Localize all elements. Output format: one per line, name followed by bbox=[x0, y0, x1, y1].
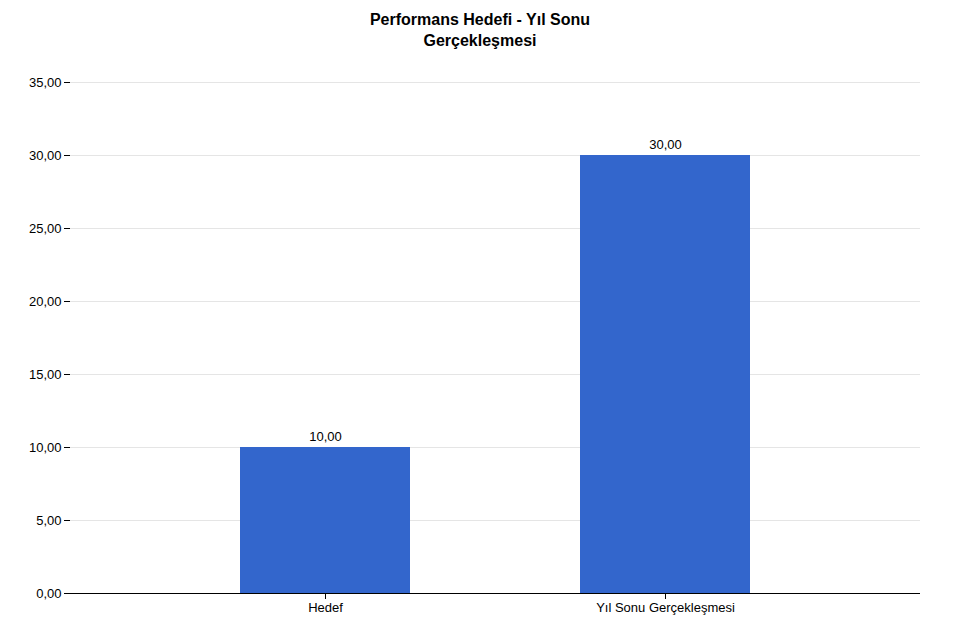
svg-text:20,00: 20,00 bbox=[29, 293, 62, 308]
svg-text:25,00: 25,00 bbox=[29, 220, 62, 235]
svg-text:5,00: 5,00 bbox=[36, 512, 61, 527]
svg-text:Yıl Sonu Gerçekleşmesi: Yıl Sonu Gerçekleşmesi bbox=[596, 599, 735, 614]
svg-text:10,00: 10,00 bbox=[309, 428, 342, 443]
svg-text:10,00: 10,00 bbox=[29, 439, 62, 454]
svg-text:30,00: 30,00 bbox=[29, 147, 62, 162]
svg-text:Hedef: Hedef bbox=[308, 599, 343, 614]
svg-text:15,00: 15,00 bbox=[29, 366, 62, 381]
svg-text:30,00: 30,00 bbox=[649, 136, 682, 151]
svg-text:0,00: 0,00 bbox=[36, 585, 61, 600]
svg-text:35,00: 35,00 bbox=[29, 74, 62, 89]
html-text:Gerçekleşmesi: Gerçekleşmesi bbox=[423, 31, 537, 49]
html-text:Performans Hedefi - Yıl Sonu: Performans Hedefi - Yıl Sonu bbox=[369, 11, 591, 28]
